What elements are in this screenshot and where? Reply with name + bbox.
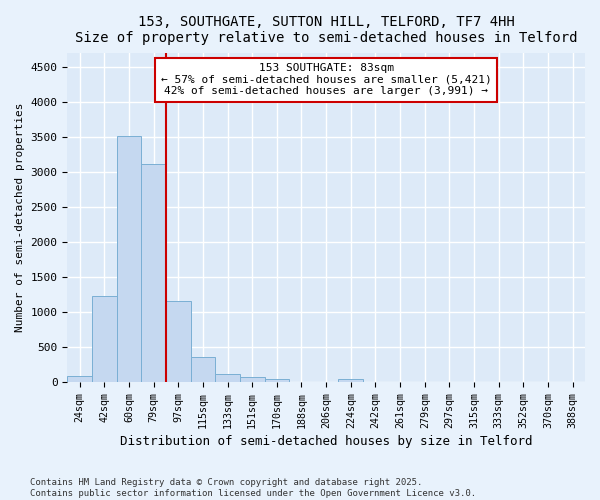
Title: 153, SOUTHGATE, SUTTON HILL, TELFORD, TF7 4HH
Size of property relative to semi-: 153, SOUTHGATE, SUTTON HILL, TELFORD, TF… xyxy=(75,15,577,45)
Bar xyxy=(265,378,289,382)
Bar xyxy=(92,296,116,382)
Bar xyxy=(166,301,191,382)
Bar xyxy=(338,378,363,382)
Y-axis label: Number of semi-detached properties: Number of semi-detached properties xyxy=(15,103,25,332)
Bar xyxy=(141,164,166,382)
Bar xyxy=(191,358,215,382)
Bar xyxy=(240,378,265,382)
Bar xyxy=(116,136,141,382)
Bar xyxy=(215,374,240,382)
Text: Contains HM Land Registry data © Crown copyright and database right 2025.
Contai: Contains HM Land Registry data © Crown c… xyxy=(30,478,476,498)
X-axis label: Distribution of semi-detached houses by size in Telford: Distribution of semi-detached houses by … xyxy=(120,434,532,448)
Bar xyxy=(67,376,92,382)
Text: 153 SOUTHGATE: 83sqm
← 57% of semi-detached houses are smaller (5,421)
42% of se: 153 SOUTHGATE: 83sqm ← 57% of semi-detac… xyxy=(161,63,491,96)
